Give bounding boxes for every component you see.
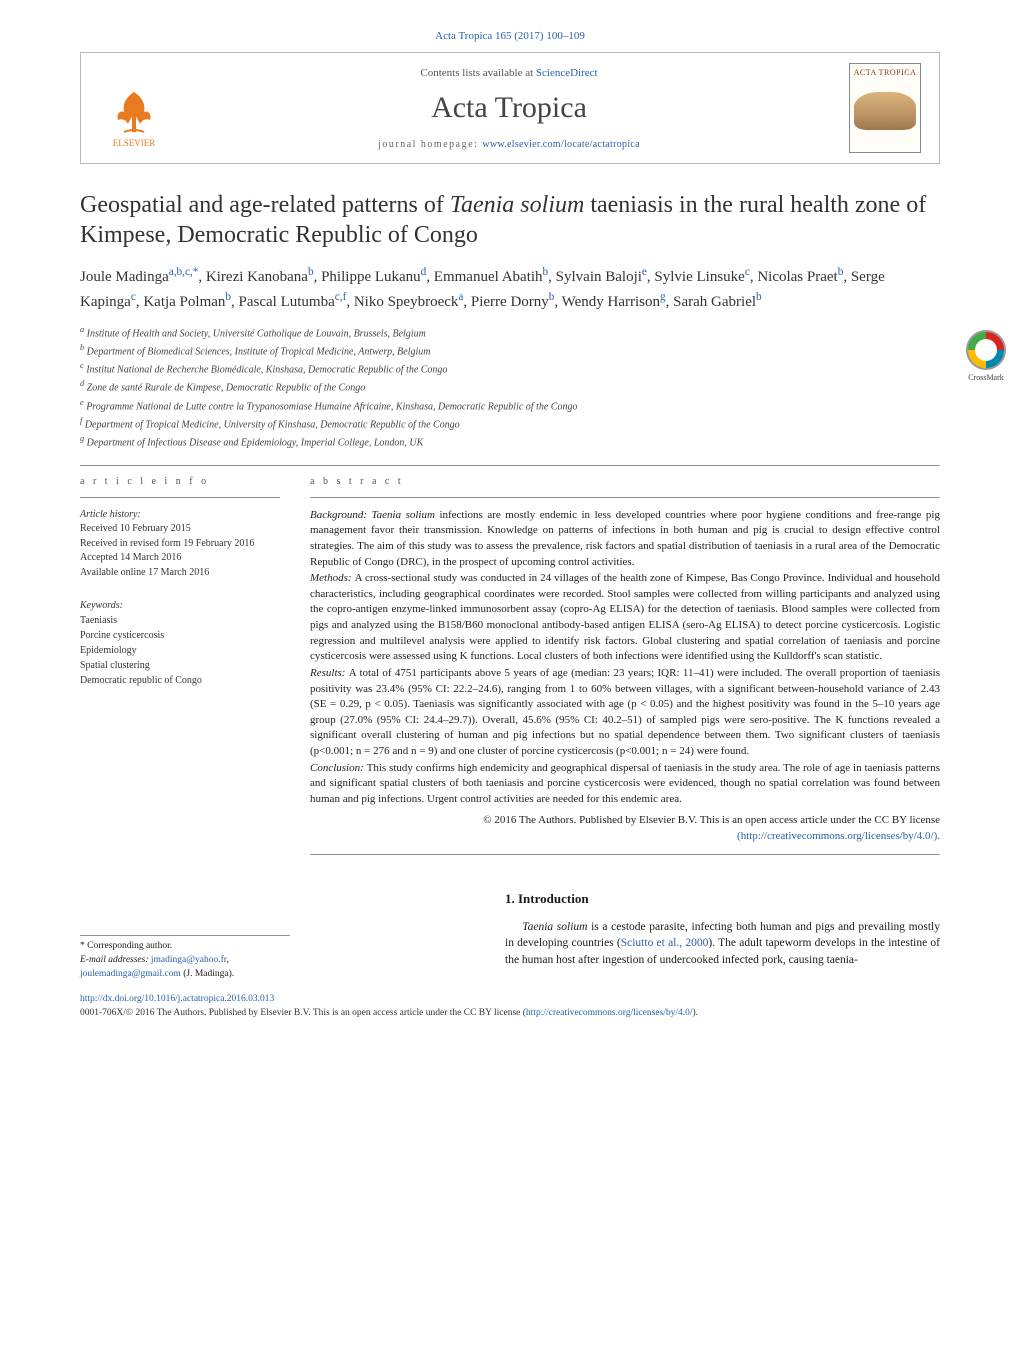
affiliation-line: g Department of Infectious Disease and E…: [80, 433, 940, 450]
header-center: Contents lists available at ScienceDirec…: [169, 67, 849, 150]
history-line: Available online 17 March 2016: [80, 566, 280, 581]
history-heading: Article history:: [80, 508, 280, 523]
keywords-heading: Keywords:: [80, 598, 280, 613]
abstract-copyright: © 2016 The Authors. Published by Elsevie…: [310, 813, 940, 844]
intro-section: * Corresponding author. E-mail addresses…: [80, 891, 940, 981]
article-wrap: CrossMark Geospatial and age-related pat…: [80, 190, 940, 1021]
journal-header: ELSEVIER Contents lists available at Sci…: [80, 52, 940, 164]
corr-email-1[interactable]: jmadinga@yahoo.fr: [151, 955, 227, 965]
crossmark-label: CrossMark: [968, 373, 1004, 382]
author-list: Joule Madingaa,b,c,*, Kirezi Kanobanab, …: [80, 264, 940, 314]
affiliation-line: e Programme National de Lutte contre la …: [80, 397, 940, 414]
doi-link[interactable]: http://dx.doi.org/10.1016/j.actatropica.…: [80, 994, 274, 1004]
affiliations: a Institute of Health and Society, Unive…: [80, 324, 940, 451]
article-info-head: a r t i c l e i n f o: [80, 476, 280, 487]
separator-rule: [310, 854, 940, 855]
separator-rule: [80, 497, 280, 498]
crossmark-icon: [966, 330, 1006, 370]
license-link[interactable]: (http://creativecommons.org/licenses/by/…: [737, 830, 940, 842]
journal-cover-thumbnail: ACTA TROPICA: [849, 63, 921, 153]
history-line: Received 10 February 2015: [80, 522, 280, 537]
elsevier-tree-icon: [110, 86, 158, 138]
intro-heading: 1. Introduction: [505, 891, 940, 907]
affiliation-line: c Institut National de Recherche Biomédi…: [80, 360, 940, 377]
homepage-link[interactable]: www.elsevier.com/locate/actatropica: [482, 139, 640, 150]
crossmark-badge[interactable]: CrossMark: [956, 330, 1016, 382]
keywords-block: Keywords: TaeniasisPorcine cysticercosis…: [80, 598, 280, 688]
footer-license-link[interactable]: http://creativecommons.org/licenses/by/4…: [526, 1008, 693, 1018]
abstract-head: a b s t r a c t: [310, 476, 940, 487]
article-title: Geospatial and age-related patterns of T…: [80, 190, 940, 250]
abstract-text: Background: Taenia solium infections are…: [310, 508, 940, 844]
affiliation-line: a Institute of Health and Society, Unive…: [80, 324, 940, 341]
affiliation-line: f Department of Tropical Medicine, Unive…: [80, 415, 940, 432]
info-abstract-columns: a r t i c l e i n f o Article history: R…: [80, 476, 940, 865]
article-info-column: a r t i c l e i n f o Article history: R…: [80, 476, 280, 865]
affiliation-line: d Zone de santé Rurale de Kimpese, Democ…: [80, 378, 940, 395]
cover-map-graphic: [854, 92, 916, 130]
journal-reference: Acta Tropica 165 (2017) 100–109: [80, 30, 940, 42]
journal-title: Acta Tropica: [169, 91, 849, 125]
contents-available: Contents lists available at ScienceDirec…: [169, 67, 849, 79]
keyword-line: Spatial clustering: [80, 658, 280, 673]
affiliation-line: b Department of Biomedical Sciences, Ins…: [80, 342, 940, 359]
elsevier-logo: ELSEVIER: [99, 68, 169, 148]
sciencedirect-link[interactable]: ScienceDirect: [536, 67, 598, 79]
keyword-line: Taeniasis: [80, 613, 280, 628]
article-history: Article history: Received 10 February 20…: [80, 508, 280, 581]
abstract-column: a b s t r a c t Background: Taenia soliu…: [310, 476, 940, 865]
page-footer: http://dx.doi.org/10.1016/j.actatropica.…: [80, 993, 940, 1021]
journal-homepage: journal homepage: www.elsevier.com/locat…: [169, 139, 849, 150]
history-line: Accepted 14 March 2016: [80, 551, 280, 566]
keyword-line: Epidemiology: [80, 643, 280, 658]
keyword-line: Democratic republic of Congo: [80, 673, 280, 688]
intro-body: Taenia solium is a cestode parasite, inf…: [505, 919, 940, 968]
elsevier-label: ELSEVIER: [113, 138, 156, 148]
separator-rule: [80, 465, 940, 466]
corr-star: * Corresponding author.: [80, 940, 290, 954]
email-label: E-mail addresses:: [80, 955, 151, 965]
history-line: Received in revised form 19 February 201…: [80, 537, 280, 552]
separator-rule: [310, 497, 940, 498]
corresponding-author: * Corresponding author. E-mail addresses…: [80, 935, 290, 981]
corresponding-author-column: * Corresponding author. E-mail addresses…: [80, 891, 475, 981]
corr-email-2[interactable]: joulemadinga@gmail.com: [80, 969, 181, 979]
citation-link[interactable]: Sciutto et al., 2000: [621, 937, 709, 949]
intro-text-column: 1. Introduction Taenia solium is a cesto…: [505, 891, 940, 981]
keyword-line: Porcine cysticercosis: [80, 628, 280, 643]
cover-title: ACTA TROPICA: [850, 68, 920, 77]
